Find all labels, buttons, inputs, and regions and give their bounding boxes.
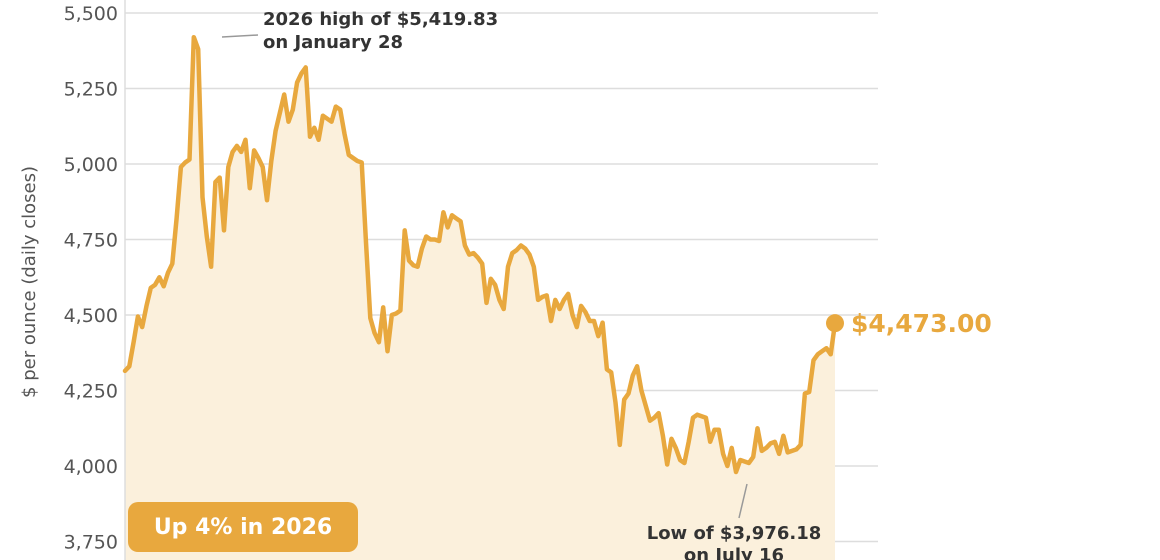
- y-tick-label: 5,000: [64, 154, 118, 176]
- low-annotation-line-2: on July 16: [684, 545, 784, 560]
- change-badge-text: Up 4% in 2026: [154, 515, 332, 540]
- price-line: [122, 34, 838, 475]
- y-tick-label: 5,500: [64, 3, 118, 25]
- y-tick-label: 4,500: [64, 305, 118, 327]
- change-badge: Up 4% in 2026: [128, 502, 358, 552]
- low-annotation-line-1: Low of $3,976.18: [647, 523, 822, 544]
- y-tick-label: 3,750: [64, 532, 118, 554]
- y-tick-label: 4,750: [64, 230, 118, 252]
- last-value-label: $4,473.00: [851, 309, 992, 338]
- high-annotation-line-2: on January 28: [263, 32, 403, 53]
- high-annotation-line-1: 2026 high of $5,419.83: [263, 9, 498, 30]
- price-area-fill: [125, 37, 835, 560]
- y-tick-label: 4,000: [64, 456, 118, 478]
- y-axis-label: $ per ounce (daily closes): [19, 166, 40, 398]
- y-tick-label: 4,250: [64, 381, 118, 403]
- last-value-marker: [826, 314, 844, 333]
- y-tick-label: 5,250: [64, 79, 118, 101]
- change-badge-background: [128, 502, 358, 552]
- high-annotation-leader: [221, 34, 259, 38]
- low-annotation-leader: [738, 483, 748, 519]
- y-axis-ticks: 3,750 4,000 4,250 4,500 4,750 5,000 5,250 5,500: [64, 3, 118, 554]
